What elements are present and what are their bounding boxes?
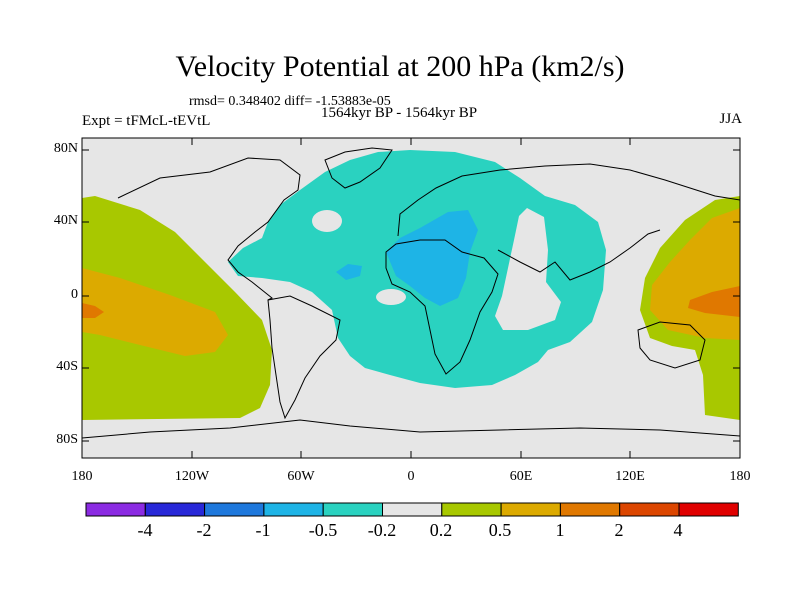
africa-blue-region	[386, 210, 478, 306]
pacific-west-orange-region	[82, 268, 228, 356]
pacific-west-deep-orange-region	[82, 303, 104, 318]
coast-australia	[637, 321, 706, 369]
hole-north-atlantic	[312, 210, 342, 232]
colorbar-swatch	[204, 502, 265, 517]
lon-label-60e: 60E	[509, 469, 533, 484]
colorbar-swatch	[382, 502, 443, 517]
lon-label-120w: 120W	[174, 469, 210, 484]
colorbar-label: 4	[673, 520, 683, 540]
period-label: 1564kyr BP - 1564kyr BP	[321, 105, 478, 121]
season-label: JJA	[719, 111, 742, 127]
colorbar-label: 2	[614, 520, 624, 540]
colorbar-label: -4	[137, 520, 153, 540]
lon-label-120e: 120E	[615, 469, 645, 484]
colorbar-label: -0.5	[308, 520, 338, 540]
axis-ticks	[81, 138, 741, 458]
coast-greenland	[324, 147, 393, 189]
pacific-east-deep-orange-region	[688, 286, 740, 317]
colorbar-label: 0.5	[488, 520, 512, 540]
colorbar-swatch	[322, 502, 384, 517]
coast-africa	[385, 239, 499, 375]
coast-south-asia	[497, 229, 661, 281]
lat-label-80s: 80S	[56, 432, 78, 447]
colorbar-swatch	[263, 502, 324, 517]
colorbar-swatch	[85, 502, 146, 517]
lon-label-0: 0	[407, 469, 415, 484]
coast-europe-asia	[397, 163, 740, 237]
coast-north-america	[117, 157, 301, 301]
colorbar-label: 1	[555, 520, 565, 540]
colorbar-label: -1	[255, 520, 271, 540]
lat-label-80n: 80N	[53, 141, 78, 156]
lon-label-60w: 60W	[287, 469, 315, 484]
lat-label-40s: 40S	[56, 359, 78, 374]
colorbar-swatch	[500, 502, 561, 517]
experiment-label: Expt = tFMcL-tEVtL	[82, 113, 211, 129]
colorbar	[85, 502, 739, 517]
colorbar-swatch	[144, 502, 206, 517]
colorbar-swatch	[559, 502, 621, 517]
lon-label-180w: 180	[71, 469, 93, 484]
coastlines	[82, 147, 740, 439]
contour-fill-layer	[82, 138, 740, 458]
colorbar-label: -2	[196, 520, 212, 540]
colorbar-swatch	[678, 502, 739, 517]
plot-title: Velocity Potential at 200 hPa (km2/s)	[175, 50, 625, 83]
lat-label-0: 0	[71, 287, 78, 302]
rmsd-diff-stats: rmsd= 0.348402 diff= -1.53883e-05	[189, 94, 391, 109]
lon-label-180e: 180	[729, 469, 751, 484]
coast-south-america	[267, 295, 341, 420]
coast-antarctica	[82, 419, 740, 439]
colorbar-swatch	[441, 502, 502, 517]
colorbar-label: 0.2	[429, 520, 453, 540]
lat-label-40n: 40N	[53, 213, 78, 228]
hole-gulf-of-guinea	[376, 289, 406, 305]
colorbar-label: -0.2	[367, 520, 397, 540]
hole-indian-ocean	[495, 208, 561, 330]
atlantic-blue-spot	[336, 264, 362, 280]
colorbar-swatch	[619, 502, 680, 517]
